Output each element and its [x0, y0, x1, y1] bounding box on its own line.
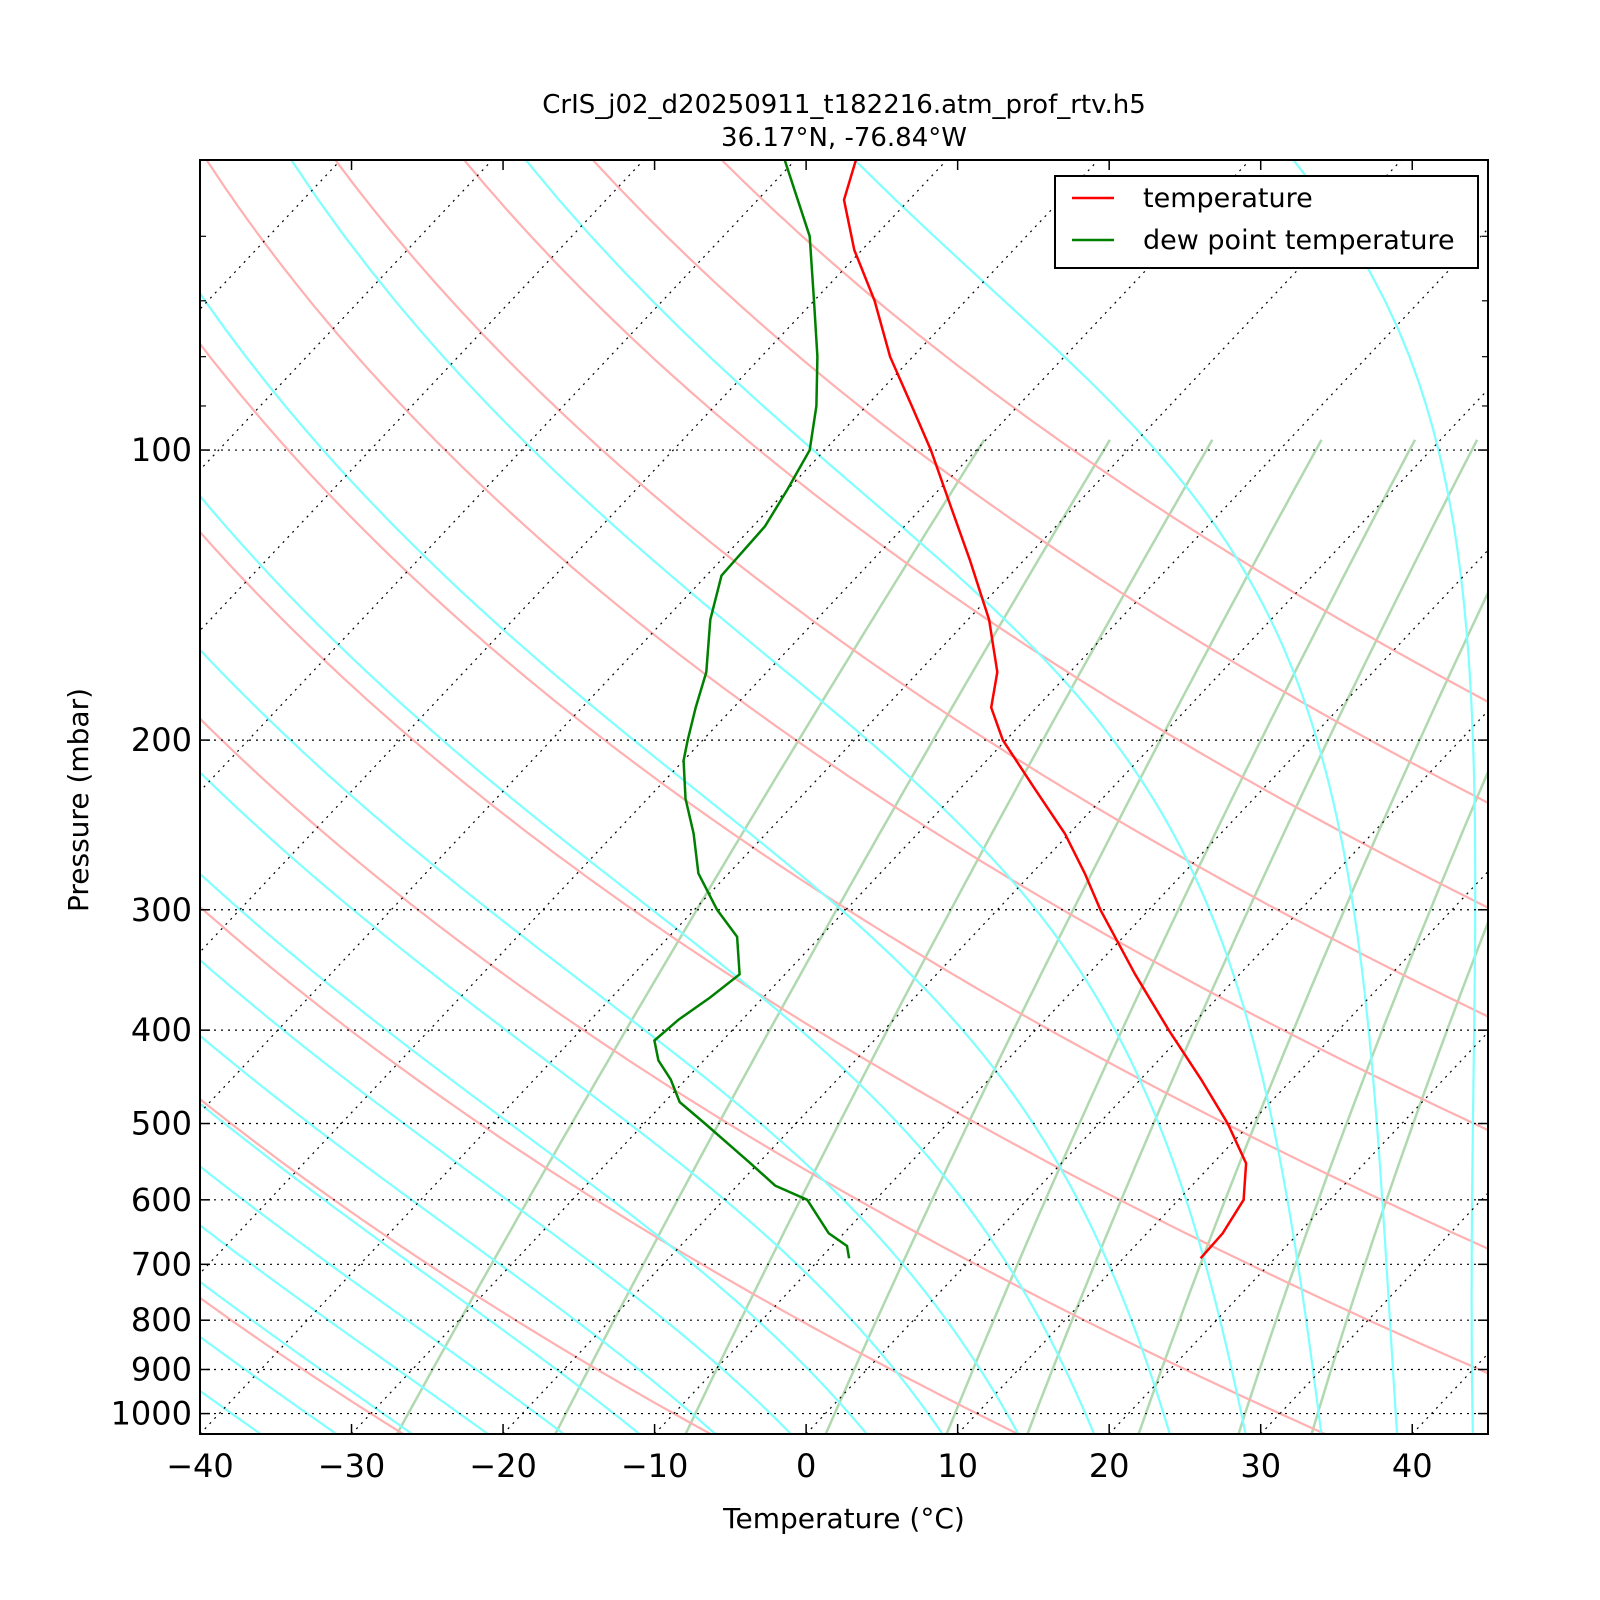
y-tick-label: 400 [131, 1011, 192, 1049]
y-tick-label: 800 [131, 1301, 192, 1339]
moist-adiabat-line [200, 872, 868, 1434]
moist-adiabat-line [290, 160, 1247, 1434]
dry-adiabat-line [200, 1296, 404, 1434]
mixing-ratio-line [824, 439, 1323, 1434]
moist-adiabat-line [200, 1165, 565, 1434]
moist-adiabat-line [200, 1280, 413, 1434]
x-tick-label: −10 [621, 1447, 689, 1485]
moist-adiabat-line [200, 1223, 489, 1434]
dry-adiabat-line [592, 160, 1488, 805]
y-tick-label: 900 [131, 1350, 192, 1388]
x-tick-label: 30 [1240, 1447, 1281, 1485]
x-tick-label: −40 [166, 1447, 234, 1485]
plot-frame [199, 159, 1489, 1435]
grid-lines [0, 160, 1600, 1434]
dew-point-line [653, 160, 851, 1259]
isotherm-gridline [1260, 1192, 1488, 1434]
isotherm-gridline [502, 388, 1488, 1434]
isotherm-gridline [0, 160, 38, 1434]
y-tick-label: 500 [131, 1105, 192, 1143]
dry-adiabat-line [205, 160, 1488, 1132]
mixing-ratio-line [1310, 919, 1488, 1434]
y-tick-label: 200 [131, 721, 192, 759]
chart-title: CrIS_j02_d20250911_t182216.atm_prof_rtv.… [542, 90, 1146, 120]
isotherm-gridline [200, 160, 1099, 1114]
x-tick-label: 40 [1392, 1447, 1433, 1485]
dry-adiabat-line [200, 342, 1488, 1250]
y-tick-label: 100 [131, 431, 192, 469]
y-axis-label: Pressure (mbar) [62, 688, 95, 912]
moist-adiabat-line [853, 160, 1399, 1434]
mixing-ratio-line [945, 439, 1417, 1434]
x-tick-label: 10 [937, 1447, 978, 1485]
legend-label-dew-point: dew point temperature [1143, 225, 1455, 256]
legend-box [1054, 175, 1479, 269]
isotherm-gridline [654, 549, 1488, 1434]
chart-subtitle: 36.17°N, -76.84°W [721, 123, 967, 153]
dry-adiabat-line [200, 530, 1488, 1375]
isotherm-gridline [200, 160, 645, 632]
background-lines [200, 160, 1488, 1434]
mixing-ratio-line [554, 439, 1111, 1434]
isotherm-gridline [200, 160, 1402, 1434]
dry-adiabat-line [334, 160, 1488, 1018]
isotherm-gridline [1108, 1031, 1488, 1434]
isotherm-gridline [805, 710, 1488, 1434]
dry-adiabat-line [200, 1097, 712, 1434]
mixing-ratio-line [1237, 768, 1488, 1434]
mixing-ratio-line [1137, 590, 1488, 1434]
y-tick-label: 300 [131, 891, 192, 929]
x-tick-label: −30 [318, 1447, 386, 1485]
moist-adiabat-line [524, 160, 1323, 1434]
x-tick-label: 0 [796, 1447, 816, 1485]
isotherm-gridline [200, 160, 1251, 1275]
moist-adiabat-line [200, 770, 944, 1434]
mixing-ratio-line [395, 439, 986, 1434]
dry-adiabat-line [463, 160, 1488, 909]
temperature-line [842, 160, 1248, 1260]
y-tick-label: 1000 [111, 1395, 192, 1433]
isotherm-gridline [200, 160, 948, 953]
moist-adiabat-line [200, 1102, 641, 1434]
moist-adiabat-line [200, 494, 1096, 1434]
data-series [653, 160, 1248, 1260]
mixing-ratio-line [1026, 439, 1479, 1434]
moist-adiabat-line [200, 291, 1171, 1434]
dry-adiabat-line [720, 160, 1488, 704]
isotherm-gridline [200, 160, 342, 311]
moist-adiabat-line [200, 1034, 716, 1434]
legend-label-temperature: temperature [1143, 183, 1313, 214]
isotherm-gridline [1564, 160, 1600, 1434]
x-tick-label: 20 [1089, 1447, 1130, 1485]
isotherm-gridline [1411, 1352, 1488, 1434]
mixing-ratio-line [684, 439, 1214, 1434]
dry-adiabat-line [200, 905, 1019, 1434]
moist-adiabat-line [200, 648, 1020, 1434]
moist-adiabat-line [200, 1335, 338, 1434]
moist-adiabat-line [1292, 160, 1477, 1434]
dry-adiabat-line [200, 717, 1326, 1434]
moist-adiabat-line [200, 958, 792, 1434]
legend: temperature dew point temperature [1054, 175, 1479, 269]
axes: −40 −30 −20 −10 0 10 20 30 40 100 200 300 400 500 600 7… [111, 159, 1488, 1485]
y-tick-label: 700 [131, 1245, 192, 1283]
isotherm-gridline [351, 227, 1488, 1434]
x-tick-label: −20 [469, 1447, 537, 1485]
x-axis-label: Temperature (°C) [722, 1502, 965, 1535]
y-tick-label: 600 [131, 1181, 192, 1219]
